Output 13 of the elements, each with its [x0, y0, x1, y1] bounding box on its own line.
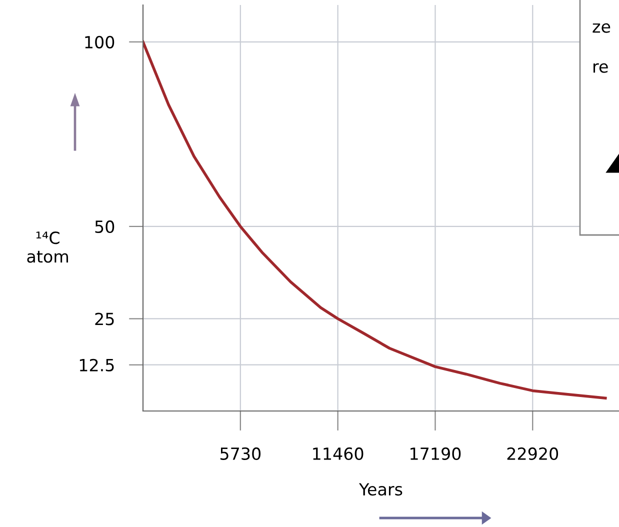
x-axis-title: Years: [358, 483, 402, 496]
line-series: [143, 40, 607, 400]
x-tick-label: 22920: [507, 447, 558, 460]
y-tick-label: 50: [95, 220, 114, 234]
y-tick-label: 100: [85, 36, 114, 48]
annotation: ze: [592, 23, 610, 33]
annotation: re: [594, 63, 608, 73]
y-tick-label: 12.5: [80, 358, 114, 372]
y-tick-label: 25: [95, 312, 114, 326]
x-tick-label: 17190: [410, 447, 461, 460]
y-axis-title: ¹⁴C atom: [27, 232, 68, 263]
x-tick-label: 5730: [220, 447, 261, 460]
x-tick-label: 11460: [313, 447, 364, 460]
